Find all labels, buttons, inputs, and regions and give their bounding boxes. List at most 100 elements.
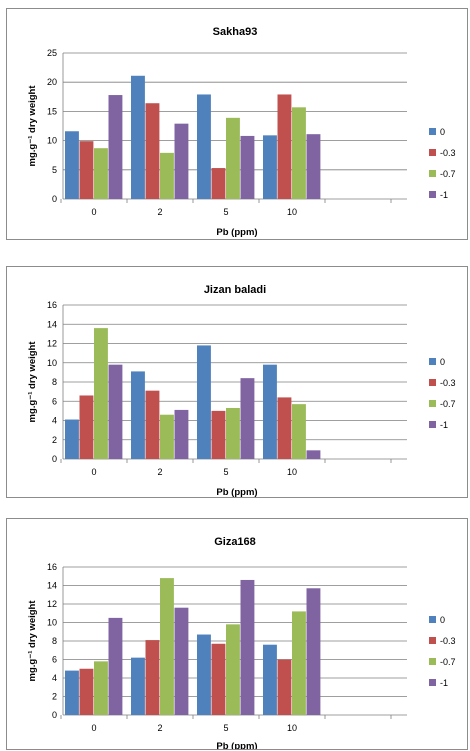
bar--1-10	[306, 450, 321, 459]
bar-0-2	[131, 75, 145, 199]
legend-label: -0.7	[440, 169, 456, 179]
legend-swatch	[429, 379, 436, 386]
chart-panel-jizan-baladi: 0 2 4 6 8 10 12 14 16 0 2 5 10 Jizan baladi Pb (ppm) mg…	[6, 266, 468, 498]
legend-swatch	[429, 616, 436, 623]
y-tick-label: 16	[47, 562, 57, 572]
bar--1-5	[240, 378, 255, 459]
bar--1-0	[108, 95, 123, 199]
y-tick-label: 4	[52, 673, 57, 683]
legend-swatch	[429, 658, 436, 665]
x-tick-label: 2	[157, 723, 162, 733]
bar--1-2	[174, 607, 189, 715]
bar-0-0	[65, 131, 79, 199]
bar--0.7-2	[160, 414, 174, 459]
chart-svg: 0 2 4 6 8 10 12 14 16 0 2 5 10 Giza168 Pb (ppm) mg.g⁻¹ …	[27, 536, 456, 749]
y-tick-label: 12	[47, 599, 57, 609]
y-tick-label: 8	[52, 377, 57, 387]
y-tick-label: 20	[47, 77, 57, 87]
legend-swatch	[429, 637, 436, 644]
x-tick-label: 10	[287, 467, 297, 477]
y-tick-label: 2	[52, 435, 57, 445]
bar--1-5	[240, 579, 255, 715]
bar-0-10	[263, 135, 277, 199]
bar--0.7-5	[226, 624, 240, 715]
y-tick-label: 0	[52, 710, 57, 720]
x-axis-label: Pb (ppm)	[216, 227, 257, 238]
chart-title: Sakha93	[213, 26, 258, 38]
bar--0.3-5	[211, 168, 226, 199]
bar--0.3-2	[145, 390, 160, 459]
y-axis-label: mg.g⁻¹ dry weight	[27, 341, 38, 423]
bar--1-5	[240, 135, 255, 199]
bar--0.3-10	[277, 397, 292, 459]
bar--0.7-0	[94, 661, 108, 715]
bar--0.3-0	[79, 395, 94, 459]
y-tick-label: 6	[52, 396, 57, 406]
bar--0.3-10	[277, 659, 292, 715]
x-tick-label: 0	[91, 723, 96, 733]
legend-swatch	[429, 128, 436, 135]
y-tick-label: 25	[47, 48, 57, 58]
x-tick-label: 0	[91, 207, 96, 217]
legend-swatch	[429, 149, 436, 156]
bar--0.7-5	[226, 117, 240, 199]
y-tick-label: 10	[47, 136, 57, 146]
x-axis-label: Pb (ppm)	[216, 741, 257, 749]
legend-swatch	[429, 421, 436, 428]
y-tick-label: 0	[52, 454, 57, 464]
bar--1-2	[174, 409, 189, 459]
y-tick-label: 14	[47, 319, 57, 329]
x-axis-label: Pb (ppm)	[216, 487, 257, 497]
y-axis-label: mg.g⁻¹ dry weight	[27, 600, 38, 682]
bar-0-0	[65, 670, 79, 715]
bar-0-5	[197, 634, 211, 715]
bar--0.3-0	[79, 668, 94, 715]
bar--0.3-5	[211, 643, 226, 715]
legend-swatch	[429, 400, 436, 407]
bar-0-5	[197, 94, 211, 199]
bar--0.3-2	[145, 103, 160, 199]
bar-0-0	[65, 419, 79, 459]
y-tick-label: 0	[52, 194, 57, 204]
x-tick-label: 0	[91, 467, 96, 477]
legend-label: -0.7	[440, 657, 456, 667]
legend-label: -0.7	[440, 399, 456, 409]
bar--1-2	[174, 123, 189, 199]
bar--0.7-10	[292, 404, 306, 459]
y-tick-label: 8	[52, 636, 57, 646]
legend-label: -0.3	[440, 148, 456, 158]
bar--0.7-0	[94, 148, 108, 199]
y-tick-label: 15	[47, 106, 57, 116]
chart-panel-giza168: 0 2 4 6 8 10 12 14 16 0 2 5 10 Giza168 Pb (ppm) mg.g⁻¹ …	[6, 518, 468, 750]
x-tick-label: 5	[223, 723, 228, 733]
bar--0.3-0	[79, 141, 94, 199]
bar--0.7-5	[226, 407, 240, 459]
y-tick-label: 6	[52, 655, 57, 665]
bar--1-0	[108, 364, 123, 459]
y-tick-label: 4	[52, 416, 57, 426]
bar-0-10	[263, 644, 277, 715]
bar--0.7-0	[94, 328, 108, 459]
x-tick-label: 5	[223, 467, 228, 477]
y-tick-label: 5	[52, 165, 57, 175]
legend-label: -0.3	[440, 378, 456, 388]
y-tick-label: 2	[52, 692, 57, 702]
legend-label: -1	[440, 678, 448, 688]
bar-0-5	[197, 345, 211, 459]
bar-0-2	[131, 371, 145, 459]
bar--0.3-10	[277, 94, 292, 199]
y-tick-label: 10	[47, 618, 57, 628]
bar--1-0	[108, 617, 123, 715]
bar--0.7-10	[292, 107, 306, 199]
chart-title: Jizan baladi	[204, 284, 266, 296]
bar--1-10	[306, 134, 321, 199]
x-tick-label: 10	[287, 207, 297, 217]
legend-swatch	[429, 170, 436, 177]
y-tick-label: 14	[47, 581, 57, 591]
y-tick-label: 10	[47, 358, 57, 368]
legend-swatch	[429, 191, 436, 198]
x-tick-label: 2	[157, 207, 162, 217]
legend-swatch	[429, 679, 436, 686]
bar-0-2	[131, 657, 145, 715]
